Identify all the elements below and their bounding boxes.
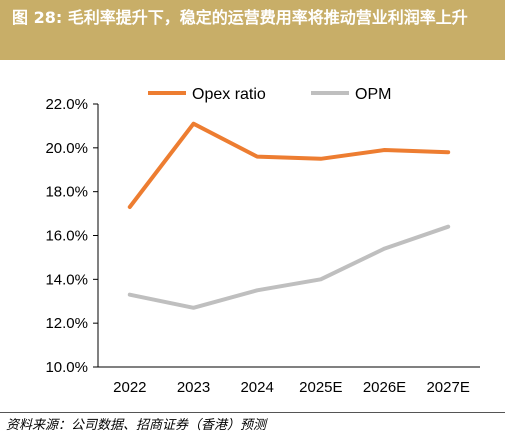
y-tick-label: 22.0% xyxy=(45,96,88,113)
x-tick-label: 2024 xyxy=(240,379,273,396)
chart-title: 图 28: 毛利率提升下，稳定的运营费用率将推动营业利润率上升 xyxy=(12,8,468,27)
y-tick-label: 12.0% xyxy=(45,315,88,332)
series-line-1 xyxy=(127,224,451,310)
x-tick-label: 2026E xyxy=(363,379,406,396)
source-note: 资料来源：公司数据、招商证券（香港）预测 xyxy=(6,418,267,433)
y-tick-label: 10.0% xyxy=(45,359,88,376)
x-tick-label: 2025E xyxy=(299,379,342,396)
y-tick-label: 14.0% xyxy=(45,271,88,288)
legend: Opex ratio OPM xyxy=(148,86,391,103)
chart-area: Opex ratio OPM 10.0% 12.0% 14.0% 16.0% 18.0% 2… xyxy=(45,86,480,396)
title-banner: 图 28: 毛利率提升下，稳定的运营费用率将推动营业利润率上升 xyxy=(0,0,505,60)
y-axis: 10.0% 12.0% 14.0% 16.0% 18.0% 20.0% 22.0% xyxy=(45,96,99,376)
y-tick-label: 16.0% xyxy=(45,228,88,245)
y-tick-label: 18.0% xyxy=(45,184,88,201)
x-tick-label: 2022 xyxy=(113,379,146,396)
y-tick-label: 20.0% xyxy=(45,140,88,157)
series-line-0 xyxy=(127,121,451,209)
x-axis: 2022 2023 2024 2025E 2026E 2027E xyxy=(98,366,480,396)
plot-lines xyxy=(127,121,451,310)
source-divider xyxy=(0,412,505,413)
legend-label: Opex ratio xyxy=(192,86,266,103)
legend-label: OPM xyxy=(355,86,391,103)
x-tick-label: 2027E xyxy=(426,379,469,396)
x-tick-label: 2023 xyxy=(177,379,210,396)
